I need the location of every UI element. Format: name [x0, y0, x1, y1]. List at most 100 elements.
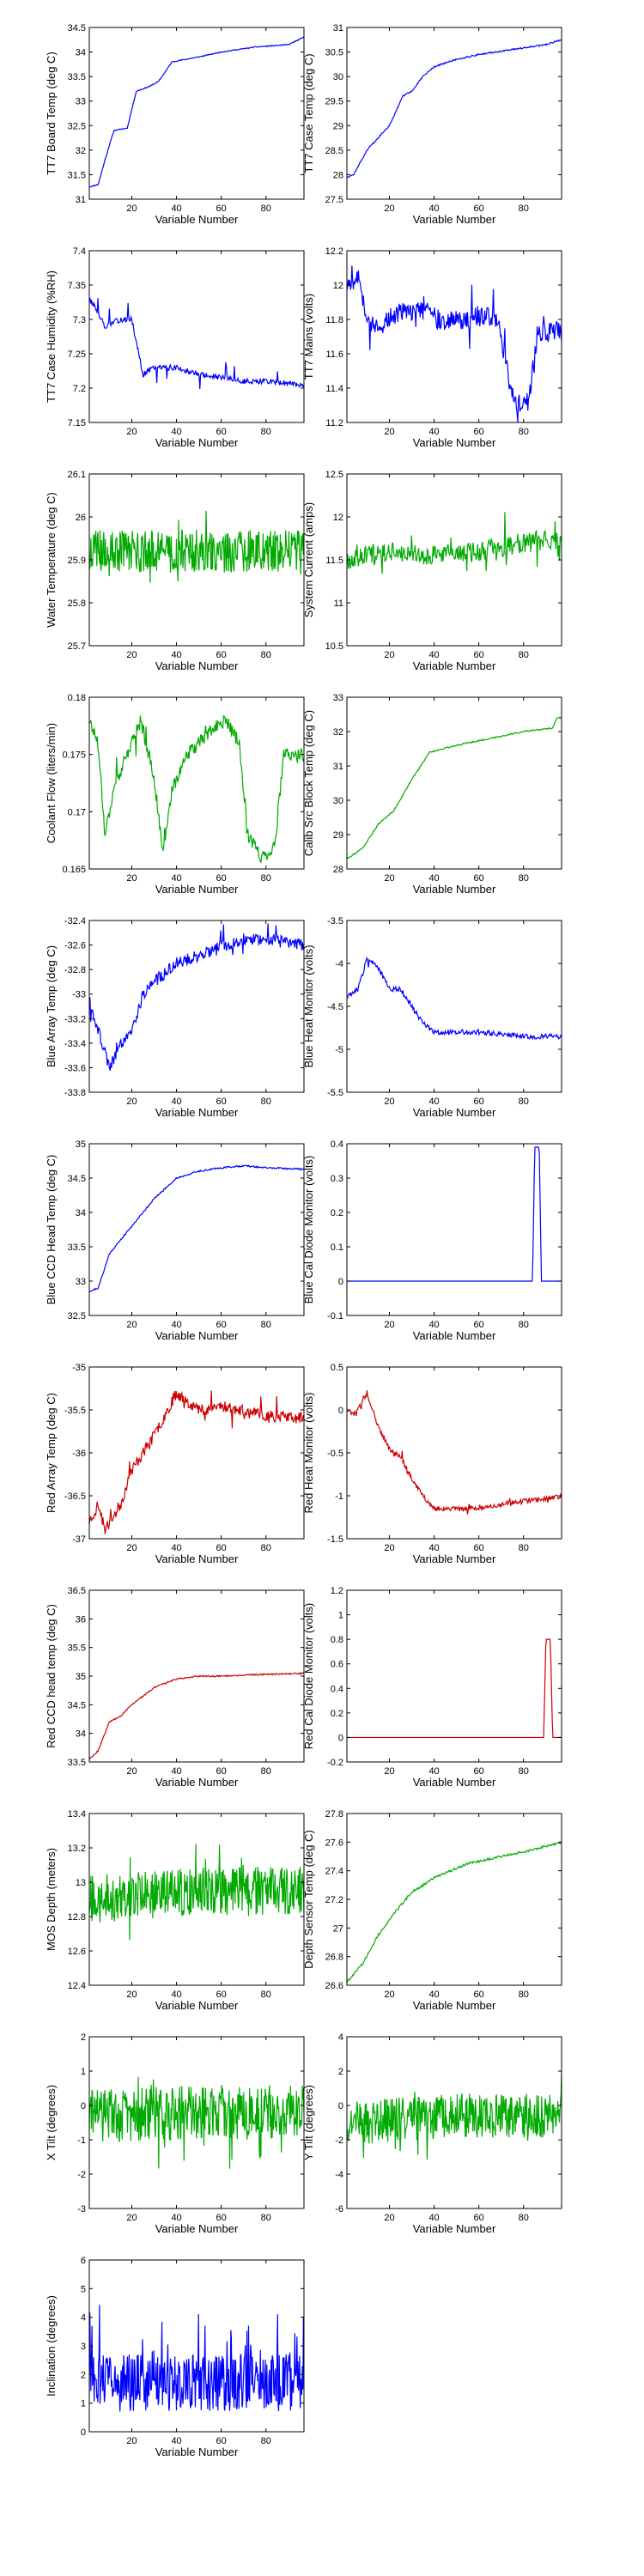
x-tick-label: 40	[428, 1543, 439, 1553]
y-tick-label: 11.2	[325, 418, 343, 428]
chart-panel: 20 40 60 80 -6 -4 -2 0 2 4 Variable Number Y Tilt (…	[302, 2032, 562, 2235]
plot-frame	[346, 1589, 562, 1763]
y-tick-label: 11.5	[325, 556, 343, 566]
x-tick-label: 80	[261, 427, 271, 437]
y-tick-label: 0.17	[68, 807, 86, 817]
chart-panel: 20 40 60 80 31 31.5 32 32.5 33 33.5 34 34.5 Variable…	[45, 23, 305, 226]
x-tick-label: 60	[216, 1543, 227, 1553]
x-tick-label: 80	[519, 204, 529, 214]
y-tick-label: 7.25	[68, 349, 86, 360]
y-tick-label: -32.4	[64, 916, 86, 927]
x-tick-label: 60	[474, 2213, 484, 2223]
series-line	[89, 1672, 304, 1760]
y-tick-label: 29.5	[325, 97, 343, 107]
x-axis-label: Variable Number	[413, 436, 496, 449]
y-tick-label: 4	[338, 2032, 343, 2043]
x-tick-label: 80	[519, 1097, 529, 1107]
series-line	[89, 1390, 304, 1534]
x-tick-label: 60	[474, 427, 484, 437]
x-tick-label: 40	[428, 873, 439, 884]
chart-panel: 20 40 60 80 -37 -36.5 -36 -35.5 -35 Variable Numb…	[45, 1363, 305, 1565]
y-axis-label: X Tilt (degrees)	[45, 2085, 58, 2160]
x-tick-label: 60	[216, 873, 227, 884]
y-axis-label: Red Array Temp (deg C)	[45, 1393, 58, 1513]
x-tick-label: 40	[171, 1990, 181, 2000]
y-axis-label: Red Heat Monitor (volts)	[302, 1393, 315, 1514]
series-line	[347, 2072, 562, 2160]
x-axis-label: Variable Number	[155, 1329, 239, 1342]
y-tick-label: 34.5	[68, 1174, 86, 1184]
series-line	[347, 1840, 562, 1984]
y-tick-label: 3	[81, 2342, 86, 2352]
series-line	[89, 36, 304, 188]
x-tick-label: 20	[126, 1766, 137, 1777]
x-tick-label: 40	[428, 1097, 439, 1107]
y-tick-label: 12	[333, 513, 343, 523]
y-tick-label: 30	[333, 796, 343, 806]
x-axis-label: Variable Number	[155, 2445, 239, 2458]
x-tick-label: 20	[126, 1990, 137, 2000]
chart-panel: 20 40 60 80 -3 -2 -1 0 1 2 Variable Number X Tilt (…	[45, 2032, 305, 2235]
y-tick-label: 0.1	[331, 1242, 343, 1253]
plot-frame	[88, 696, 305, 870]
x-tick-label: 20	[384, 1320, 394, 1330]
x-tick-label: 60	[216, 650, 227, 660]
x-tick-label: 60	[216, 2213, 227, 2223]
series-line	[347, 1638, 562, 1739]
y-tick-label: 0.8	[331, 1635, 343, 1645]
y-tick-label: 27.8	[325, 1809, 343, 1820]
plot-frame	[88, 27, 305, 200]
chart-panel: 20 40 60 80 -33.8 -33.6 -33.4 -33.2 -33 -32.8 -32.…	[45, 916, 305, 1119]
y-tick-label: 28	[333, 865, 343, 875]
y-tick-label: 28.5	[325, 146, 343, 156]
y-tick-label: 33	[76, 97, 86, 107]
x-tick-label: 40	[428, 204, 439, 214]
y-tick-label: -3.5	[327, 916, 343, 927]
chart-panel: 20 40 60 80 -1.5 -1 -0.5 0 0.5 Variable Number Red…	[302, 1363, 562, 1565]
y-tick-label: 7.3	[73, 315, 86, 325]
x-tick-label: 40	[428, 650, 439, 660]
y-tick-label: -6	[335, 2204, 343, 2215]
x-tick-label: 60	[216, 1990, 227, 2000]
series-line	[89, 510, 304, 583]
y-axis-label: TT7 Board Temp (deg C)	[45, 52, 58, 175]
series-line	[89, 2076, 304, 2169]
y-tick-label: -5	[335, 1045, 343, 1055]
plot-frame	[346, 250, 562, 423]
y-tick-label: -2	[77, 2170, 86, 2180]
x-tick-label: 80	[261, 650, 271, 660]
y-tick-label: 32.5	[68, 121, 86, 131]
y-tick-label: 0	[81, 2427, 86, 2438]
plot-frame	[88, 920, 305, 1093]
plot-frame	[346, 1143, 562, 1316]
y-tick-label: -0.1	[327, 1311, 343, 1321]
x-tick-label: 20	[126, 650, 137, 660]
y-tick-label: -33	[72, 990, 86, 1000]
x-tick-label: 40	[171, 650, 181, 660]
y-axis-label: Blue Array Temp (deg C)	[45, 945, 58, 1067]
series-line	[89, 1844, 304, 1941]
x-tick-label: 40	[171, 427, 181, 437]
y-tick-label: 12.5	[325, 470, 343, 480]
y-axis-label: Inclination (degrees)	[45, 2295, 58, 2397]
x-tick-label: 40	[171, 1320, 181, 1330]
y-tick-label: 32	[333, 727, 343, 738]
x-tick-label: 40	[428, 1766, 439, 1777]
y-tick-label: -33.8	[64, 1088, 86, 1098]
chart-panel: 20 40 60 80 -0.1 0 0.1 0.2 0.3 0.4 Variable Number…	[302, 1139, 562, 1342]
y-tick-label: 0.3	[331, 1174, 343, 1184]
y-tick-label: 27.6	[325, 1838, 343, 1848]
y-tick-label: 29	[333, 121, 343, 131]
y-tick-label: 2	[81, 2032, 86, 2043]
y-tick-label: 0	[338, 1733, 343, 1743]
y-axis-label: Red Cal Diode Monitor (volts)	[302, 1603, 315, 1750]
y-tick-label: -37	[72, 1534, 86, 1545]
y-tick-label: 0.2	[331, 1709, 343, 1719]
y-tick-label: 1	[81, 2067, 86, 2077]
x-tick-label: 40	[428, 2213, 439, 2223]
x-tick-label: 80	[519, 2213, 529, 2223]
x-tick-label: 20	[384, 1766, 394, 1777]
y-tick-label: 27.4	[325, 1867, 343, 1877]
x-tick-label: 20	[384, 427, 394, 437]
